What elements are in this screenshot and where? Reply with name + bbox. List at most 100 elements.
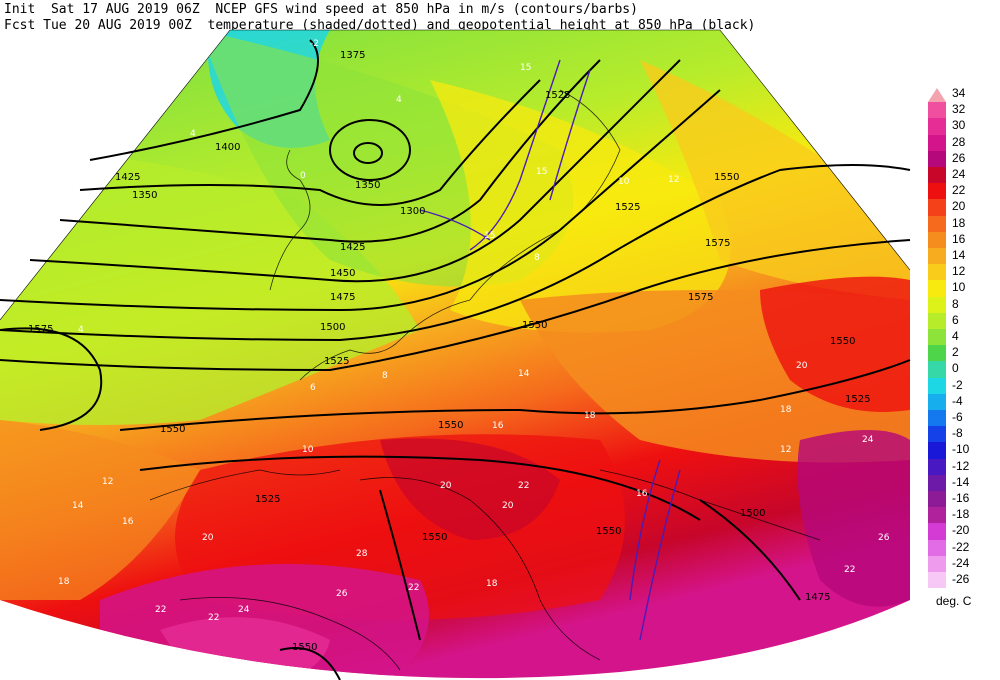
height-label: 1425 [340, 242, 365, 253]
legend-swatch [928, 167, 946, 184]
legend-label: 10 [952, 280, 966, 295]
legend-entry: 22 [928, 183, 1000, 211]
legend-label: -14 [952, 474, 970, 489]
temp-label: 24 [862, 435, 874, 445]
height-label: 1500 [740, 508, 765, 519]
legend-label: 34 [952, 86, 966, 100]
legend-entry: 16 [928, 231, 1000, 260]
legend-label: 26 [952, 150, 966, 165]
legend-label: 4 [952, 329, 959, 343]
legend-entry: 28 [928, 134, 1000, 163]
temp-label: 10 [302, 445, 314, 455]
legend-swatch [928, 377, 946, 394]
legend-swatch [928, 442, 946, 459]
legend-swatch [928, 134, 946, 151]
map-border [0, 29, 911, 321]
legend-entry: 32 [928, 102, 1000, 130]
temp-label: 0 [300, 171, 306, 181]
legend-label: 22 [952, 183, 966, 198]
legend-entry: -12 [928, 458, 1000, 487]
temperature-legend: 34 32 30 28 26 24 22 20 18 16 14 12 10 8 6 4 2 0 -2 -4 -6 -8-… [928, 86, 1000, 616]
height-label: 1550 [522, 320, 547, 331]
legend-swatch [928, 199, 946, 216]
legend-label: -8 [952, 426, 963, 441]
legend-label: 18 [952, 215, 966, 230]
chart-header: Init Sat 17 AUG 2019 06Z NCEP GFS wind s… [4, 2, 864, 34]
temp-label: 22 [844, 565, 855, 575]
temp-label: 15 [520, 63, 531, 73]
height-label: 1575 [688, 292, 713, 303]
legend-entry: 14 [928, 248, 1000, 276]
temp-label: 15 [484, 231, 495, 241]
height-label: 1350 [355, 180, 380, 191]
temp-label: 14 [518, 369, 530, 379]
legend-swatch [928, 539, 946, 556]
forecast-time-line: Fcst Tue 20 AUG 2019 00Z temperature (sh… [4, 18, 756, 33]
legend-swatch [928, 507, 946, 524]
legend-label: -6 [952, 410, 963, 424]
height-label: 1550 [438, 420, 463, 431]
legend-label: -10 [952, 442, 970, 457]
legend-swatch [928, 523, 946, 540]
legend-label: -18 [952, 507, 970, 522]
legend-label: 14 [952, 248, 966, 262]
legend-label: 12 [952, 264, 966, 279]
temp-label: 26 [336, 589, 348, 599]
height-label: 1500 [320, 322, 345, 333]
temp-label: -2 [310, 39, 319, 49]
temp-label: 22 [155, 605, 166, 615]
temp-label: 8 [534, 253, 540, 263]
legend-swatch [928, 393, 946, 410]
legend-entry: -18 [928, 507, 1000, 535]
height-label: 1550 [714, 172, 739, 183]
temp-label: 20 [502, 501, 514, 511]
temp-label: 22 [208, 613, 219, 623]
legend-label: -2 [952, 377, 963, 392]
temp-label: 18 [584, 411, 596, 421]
legend-label: 16 [952, 231, 966, 246]
legend-entry: -6 [928, 410, 1000, 438]
height-label: 1425 [115, 172, 140, 183]
temp-label: 16 [122, 517, 134, 527]
legend-swatch [928, 296, 946, 313]
legend-swatch [928, 572, 946, 589]
height-label: 1300 [400, 206, 425, 217]
legend-entry: 26 [928, 150, 1000, 179]
height-label: 1550 [292, 642, 317, 653]
legend-label: 24 [952, 167, 966, 181]
legend-entry: 12 [928, 264, 1000, 292]
legend-swatch [928, 231, 946, 248]
legend-label: -12 [952, 458, 970, 473]
temp-label: 10 [618, 177, 630, 187]
legend-entry: -14 [928, 474, 1000, 503]
legend-swatch [928, 312, 946, 329]
height-label: 1525 [545, 90, 570, 101]
legend-swatch [928, 410, 946, 427]
height-label: 1400 [215, 142, 240, 153]
temp-label: 18 [780, 405, 792, 415]
legend-label: 32 [952, 102, 966, 117]
height-label: 1475 [330, 292, 355, 303]
legend-entry: -10 [928, 442, 1000, 470]
legend-entry: 10 [928, 280, 1000, 308]
legend-swatch [928, 361, 946, 378]
temp-label: 4 [396, 95, 402, 105]
height-label: 1550 [596, 526, 621, 537]
legend-swatch [928, 345, 946, 362]
legend-swatch [928, 555, 946, 572]
temp-label: 4 [190, 129, 196, 139]
temperature-field [0, 30, 910, 679]
temp-label: 12 [668, 175, 679, 185]
temp-label: 16 [492, 421, 504, 431]
temp-label: 28 [356, 549, 368, 559]
legend-label: -16 [952, 491, 970, 505]
wind-contours [419, 59, 681, 641]
legend-entry: 18 [928, 215, 1000, 244]
legend-label: -22 [952, 539, 970, 554]
height-label: 1525 [845, 394, 870, 405]
height-label: 1575 [28, 324, 53, 335]
legend-entry: 2 [928, 345, 1000, 373]
temperature-labels: -2 0 4 4 4 6 8 8 10 10 12 14 16 18 20 22… [58, 39, 890, 623]
temp-label: 4 [78, 325, 84, 335]
